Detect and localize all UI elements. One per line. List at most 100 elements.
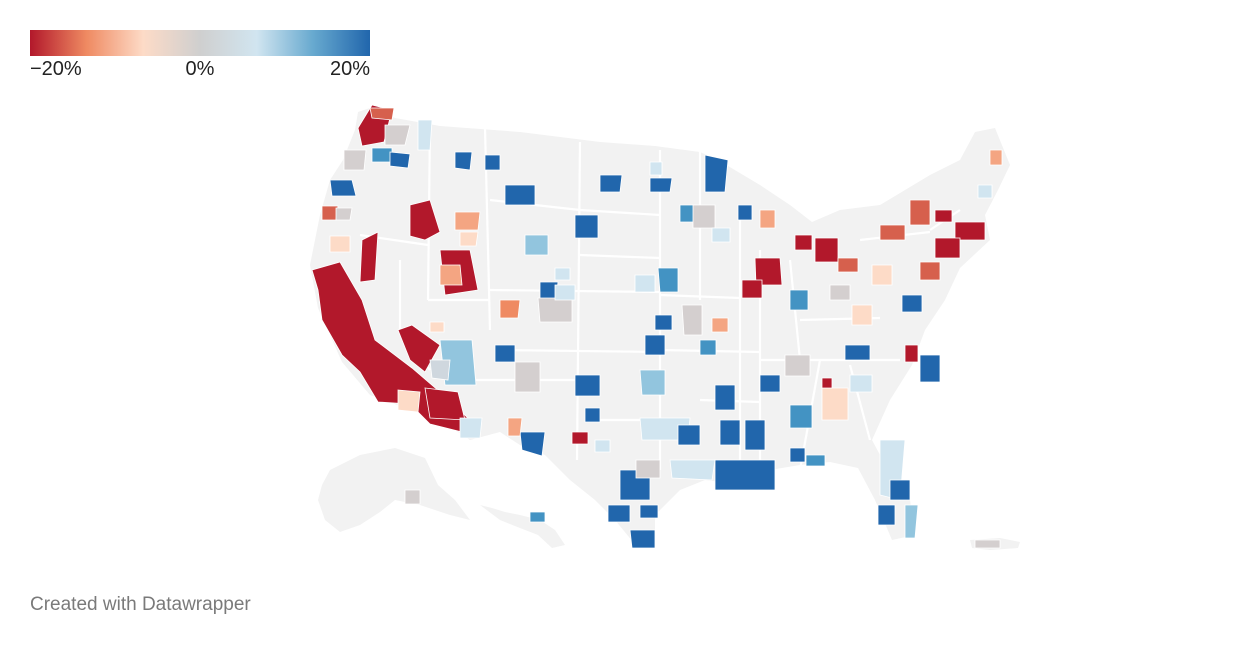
- metro-region: [329, 235, 351, 253]
- metro-region: [954, 221, 986, 241]
- metro-region: [397, 389, 421, 413]
- metro-region: [877, 504, 896, 526]
- metro-region: [805, 454, 826, 467]
- metro-region: [919, 261, 941, 281]
- metro-region: [439, 264, 463, 286]
- metro-region: [989, 149, 1003, 166]
- metro-region: [904, 504, 919, 539]
- metro-region: [654, 314, 673, 331]
- metro-region: [409, 199, 441, 241]
- metro-region: [934, 209, 953, 223]
- legend-min-label: −20%: [30, 58, 82, 80]
- metro-region: [699, 339, 717, 356]
- metro-region: [404, 489, 421, 505]
- metro-region: [519, 431, 546, 457]
- metro-region: [343, 149, 367, 171]
- metro-region: [454, 211, 481, 231]
- legend-labels: −20% 0% 20%: [30, 58, 370, 88]
- metro-region: [681, 304, 703, 336]
- metro-region: [554, 267, 571, 281]
- metro-region: [607, 504, 631, 523]
- metro-region: [829, 284, 851, 301]
- metro-region: [714, 384, 736, 411]
- metro-region: [639, 504, 659, 519]
- color-legend: −20% 0% 20%: [30, 30, 370, 88]
- legend-gradient-bar: [30, 30, 370, 56]
- metro-region: [704, 154, 729, 193]
- metro-region: [977, 184, 993, 199]
- metro-region: [514, 361, 541, 393]
- metro-region: [644, 334, 666, 356]
- legend-max-label: 20%: [329, 58, 370, 80]
- metro-region: [789, 404, 813, 429]
- metro-region: [459, 417, 483, 439]
- metro-region: [554, 284, 576, 301]
- metro-region: [677, 424, 701, 446]
- metro-region: [901, 294, 923, 313]
- metro-region: [571, 431, 589, 445]
- metro-region: [371, 147, 393, 163]
- metro-region: [459, 231, 479, 247]
- metro-region: [499, 299, 521, 319]
- metro-region: [369, 107, 395, 121]
- metro-region: [919, 354, 941, 383]
- metro-region: [594, 439, 611, 453]
- metro-region: [529, 511, 546, 523]
- metro-region: [599, 174, 623, 193]
- metro-region: [574, 374, 601, 397]
- metro-region: [889, 479, 911, 501]
- metro-region: [934, 237, 961, 259]
- metro-region: [584, 407, 601, 423]
- hawaii-land: [480, 505, 565, 548]
- metro-region: [714, 459, 776, 491]
- metro-region: [759, 374, 781, 393]
- metro-region: [789, 289, 809, 311]
- metro-regions: [311, 104, 1003, 549]
- metro-region: [639, 369, 666, 396]
- legend-mid-label: 0%: [185, 58, 215, 80]
- metro-region: [504, 184, 536, 206]
- metro-region: [669, 459, 716, 481]
- metro-region: [789, 447, 806, 463]
- metro-region: [384, 124, 411, 146]
- metro-region: [429, 359, 451, 381]
- metro-region: [879, 224, 906, 241]
- alaska-land: [318, 448, 470, 532]
- metro-region: [454, 151, 473, 171]
- metro-region: [821, 377, 833, 389]
- metro-region: [537, 297, 573, 323]
- metro-region: [744, 419, 766, 451]
- metro-region: [814, 237, 839, 263]
- metro-region: [837, 257, 859, 273]
- metro-region: [759, 209, 776, 229]
- metro-region: [974, 539, 1001, 549]
- metro-region: [417, 119, 433, 151]
- metro-region: [574, 214, 599, 239]
- metro-region: [851, 304, 873, 326]
- metro-region: [754, 257, 783, 286]
- metro-region: [657, 267, 679, 293]
- metro-region: [634, 274, 656, 293]
- metro-region: [484, 154, 501, 171]
- metro-region: [389, 151, 411, 169]
- metro-region: [329, 179, 357, 197]
- metro-region: [335, 207, 353, 221]
- metro-region: [635, 459, 661, 479]
- metro-region: [494, 344, 516, 363]
- metro-region: [507, 417, 523, 437]
- metro-region: [429, 321, 445, 333]
- metro-region: [397, 324, 441, 373]
- metro-region: [711, 317, 729, 333]
- metro-region: [871, 264, 893, 286]
- metro-region: [711, 227, 731, 243]
- metro-region: [719, 419, 741, 446]
- metro-region: [844, 344, 871, 361]
- metro-region: [649, 161, 663, 176]
- metro-region: [821, 387, 849, 421]
- credit-text: Created with Datawrapper: [30, 594, 251, 615]
- metro-region: [784, 354, 811, 377]
- metro-region: [849, 374, 873, 393]
- metro-region: [904, 344, 919, 363]
- metro-region: [794, 234, 813, 251]
